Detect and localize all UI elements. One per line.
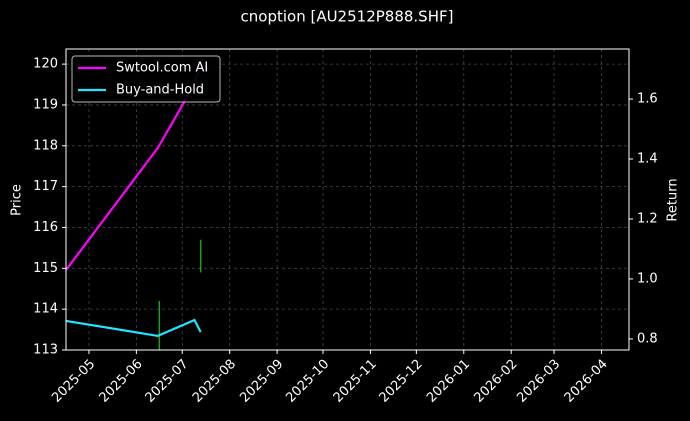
y-tick-label: 114 [33,302,58,317]
legend-label: Swtool.com AI [116,61,208,76]
y2-tick-label: 1.0 [637,271,658,286]
y-tick-label: 116 [33,220,58,235]
y2-tick-label: 1.6 [637,92,658,107]
legend-box [71,55,221,103]
y-tick-label: 118 [33,138,58,153]
y2-tick-label: 1.4 [637,152,658,167]
y-tick-label: 113 [33,343,58,358]
chart-title: cnoption [AU2512P888.SHF] [241,8,454,26]
series-line [65,318,202,338]
y-tick-label: 120 [33,57,58,72]
y-tick-label: 119 [33,97,58,112]
y-axis-label: Price [10,184,25,216]
y2-axis-label: Return [666,178,681,221]
y2-tick-label: 1.2 [637,211,658,226]
y-tick-label: 117 [33,179,58,194]
legend-label: Buy-and-Hold [116,83,204,98]
y2-tick-label: 0.8 [637,331,658,346]
y-tick-label: 115 [33,261,58,276]
plot-frame [65,48,630,351]
